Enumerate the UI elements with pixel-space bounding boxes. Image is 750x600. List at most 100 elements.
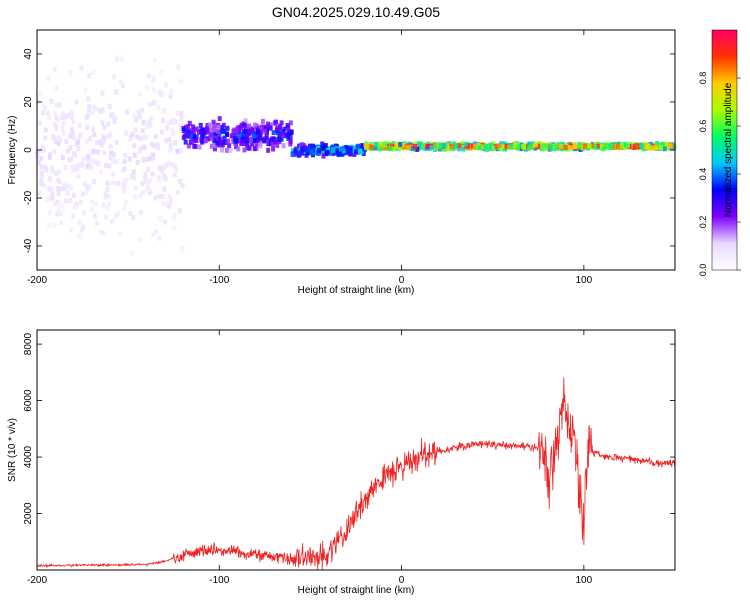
spectrogram-cell [106, 193, 111, 199]
spectrogram-cell [71, 151, 76, 157]
spectrogram-cell [191, 124, 196, 130]
spectrogram-cell [359, 145, 364, 151]
spectrogram-cell [194, 137, 199, 143]
spectrogram-cell [528, 143, 533, 149]
spectrogram-cell [288, 139, 293, 145]
spectrogram-cell [148, 155, 153, 161]
spectrogram-cell [179, 148, 184, 154]
spectrogram-cell [43, 164, 48, 170]
colorbar-tick-label: 0.8 [698, 72, 708, 85]
spectrogram-cell [665, 145, 670, 151]
spectrogram-cell [181, 125, 186, 131]
spectrogram-cell [67, 157, 72, 163]
spectrogram-cell [132, 143, 137, 149]
spectrogram-cell [123, 152, 128, 158]
y-tick-label: 8000 [23, 333, 34, 356]
spectrogram-cell [171, 119, 176, 125]
spectrogram-cell [179, 79, 184, 85]
x-tick-label: -100 [209, 575, 229, 586]
spectrogram-cell [320, 148, 325, 154]
spectrogram-cell [102, 124, 107, 130]
spectrogram-cell [65, 190, 70, 196]
spectrogram-cell [39, 171, 44, 177]
spectrogram-cell [413, 144, 418, 150]
spectrogram-cell [77, 233, 82, 239]
spectrogram-cell [205, 127, 210, 133]
spectrogram-cell [268, 137, 273, 143]
spectrogram-cell [178, 178, 183, 184]
spectrogram-cell [172, 163, 177, 169]
spectrogram-cell [76, 146, 81, 152]
spectrogram-cell [62, 186, 67, 192]
y-tick-label: 2000 [23, 502, 34, 525]
spectrogram-cell [103, 192, 108, 198]
spectrogram-cell [668, 143, 673, 149]
y-tick-label: 20 [23, 96, 34, 108]
spectrogram-cell [127, 136, 132, 142]
spectrogram-cell [290, 151, 295, 157]
spectrogram-cell [140, 128, 145, 134]
spectrogram-cell [115, 211, 120, 217]
spectrogram-cell [386, 145, 391, 151]
spectrogram-cell [155, 142, 160, 148]
spectrogram-cell [94, 220, 99, 226]
spectrogram-cell [50, 169, 55, 175]
spectrogram-cell [83, 87, 88, 93]
spectrogram-cell [251, 133, 256, 139]
spectrogram-cell [227, 143, 232, 149]
spectrogram-cell [122, 188, 127, 194]
spectrogram-cell [216, 124, 221, 130]
spectrogram-cell [80, 162, 85, 168]
spectrogram-cell [61, 182, 66, 188]
spectrogram-cell [188, 134, 193, 140]
spectrogram-cell [159, 70, 164, 76]
spectrogram-cell [277, 131, 282, 137]
spectrogram-cell [252, 146, 257, 152]
spectrogram-cell [92, 179, 97, 185]
snr-y-label: SNR (10 * v/v) [7, 418, 18, 482]
spectrogram-cell [87, 104, 92, 110]
spectrogram-cell [86, 112, 91, 118]
spectrogram-cell [516, 144, 521, 150]
spectrogram-cell [225, 125, 230, 131]
spectrogram-cell [154, 229, 159, 235]
spectrogram-cell [501, 144, 506, 150]
spectrogram-cell [167, 193, 172, 199]
spectrogram-cell [60, 203, 65, 209]
spectrogram-cell [130, 250, 135, 256]
spectrogram-cell [103, 194, 108, 200]
spectrogram-cell [351, 146, 356, 152]
colorbar-tick-label: 0.2 [698, 216, 708, 229]
spectrogram-cell [108, 143, 113, 149]
spectrogram-cell [240, 138, 245, 144]
spectrogram-cell [208, 132, 213, 138]
spectrogram-cell [194, 126, 199, 132]
spectrogram-cell [421, 144, 426, 150]
spectrogram-cell [47, 114, 52, 120]
spectrogram-cell [58, 211, 63, 217]
spectrogram-cell [107, 201, 112, 207]
spectrogram-cell [217, 116, 222, 122]
colorbar: 0.0 0.2 0.4 0.6 0.8 Normalized spectral ampl… [698, 29, 741, 276]
spectrogram-cell [268, 122, 273, 128]
spectrogram-cell [71, 118, 76, 124]
spectrogram-cell [415, 146, 420, 152]
spectrogram-cell [90, 109, 95, 115]
spectrogram-cell [151, 87, 156, 93]
spectrogram-cell [171, 131, 176, 137]
spectrogram-cell [105, 186, 110, 192]
spectrogram-cell [282, 126, 287, 132]
spectrogram-cell [50, 186, 55, 192]
spectrogram-cell [106, 121, 111, 127]
spectrogram-cell [172, 212, 177, 218]
spectrogram-cell [135, 134, 140, 140]
spectrogram-cell [401, 142, 406, 148]
spectrogram-cell [232, 127, 237, 133]
spectrogram-cell [148, 190, 153, 196]
spectrogram-cell [242, 122, 247, 128]
spectrogram-cell [56, 187, 61, 193]
spectrogram-cell [54, 103, 59, 109]
spectrogram-cell [247, 123, 252, 129]
spectrogram-cell [648, 141, 653, 147]
spectrogram-cell [264, 135, 269, 141]
